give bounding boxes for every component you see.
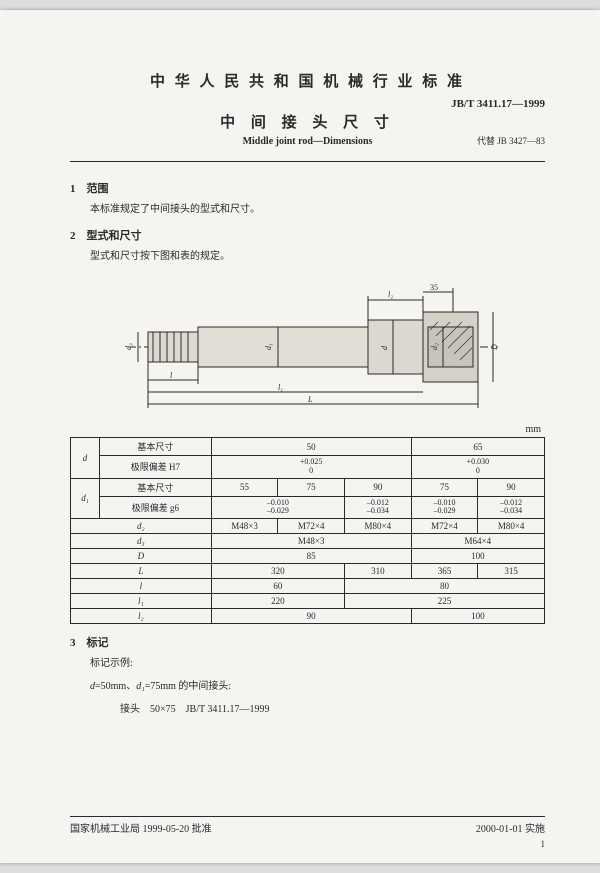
row-l1-symbol: l₁ [71, 594, 212, 609]
l1-v2: 225 [345, 594, 545, 609]
marking-section: 3 标记 标记示例: d=50mm、d₁=75mm 的中间接头: 接头 50×7… [70, 634, 545, 717]
d2-v4: M72×4 [411, 519, 478, 534]
org-title: 中 华 人 民 共 和 国 机 械 行 业 标 准 [70, 70, 545, 91]
D-v2: 100 [411, 549, 544, 564]
l2-v2: 100 [411, 609, 544, 624]
rod-diagram: l₂ 35 d₃ d₁ d d₂ D l l₁ L [98, 282, 518, 412]
page-number: 1 [541, 839, 546, 849]
english-title: Middle joint rod—Dimensions [70, 136, 545, 147]
l1-v1: 220 [211, 594, 344, 609]
d3-v1: M48×3 [211, 534, 411, 549]
l2-v1: 90 [211, 609, 411, 624]
marking-line-2: 接头 50×75 JB/T 3411.17—1999 [120, 702, 545, 717]
d-basic-50: 50 [211, 438, 411, 456]
d1-tol-3: –0.010–0.029 [411, 496, 478, 519]
section-2-head: 2 型式和尺寸 [70, 227, 545, 243]
unit-label: mm [70, 424, 545, 435]
dim-35-label: 35 [430, 283, 438, 292]
d2-v3: M80×4 [345, 519, 412, 534]
standard-page: 中 华 人 民 共 和 国 机 械 行 业 标 准 JB/T 3411.17—1… [0, 10, 600, 863]
d2-v5: M80×4 [478, 519, 545, 534]
marking-example-label: 标记示例: [90, 656, 545, 671]
d1-b-55: 55 [211, 478, 278, 496]
row-l-symbol: l [71, 579, 212, 594]
dim-l-label: l [170, 371, 173, 380]
d-basic-65: 65 [411, 438, 544, 456]
d-tol-65: +0.0300 [411, 456, 544, 479]
d1-tol-1: –0.010–0.029 [211, 496, 344, 519]
section-1-head: 1 范围 [70, 180, 545, 196]
dim-Dcap-label: D [490, 344, 499, 351]
label-tol-h7: 极限偏差 H7 [100, 456, 212, 479]
row-l2-symbol: l₂ [71, 609, 212, 624]
D-v1: 85 [211, 549, 411, 564]
d3-v2: M64×4 [411, 534, 544, 549]
L-v1: 320 [211, 564, 344, 579]
replaces-label: 代替 JB 3427—83 [477, 134, 545, 147]
dim-d2-label: d₂ [430, 343, 439, 350]
L-v4: 315 [478, 564, 545, 579]
l-v1: 60 [211, 579, 344, 594]
standard-code: JB/T 3411.17—1999 [451, 98, 545, 110]
d1-tol-4: –0.012–0.034 [478, 496, 545, 519]
d1-b-90b: 90 [478, 478, 545, 496]
section-2-body: 型式和尺寸按下图和表的规定。 [90, 249, 545, 264]
dimensions-table: d 基本尺寸 50 65 极限偏差 H7 +0.0250 +0.0300 d₁ … [70, 437, 545, 624]
dim-l2-label: l₂ [388, 290, 393, 299]
d1-tol-2: –0.012–0.034 [345, 496, 412, 519]
L-v3: 365 [411, 564, 478, 579]
section-3-head: 3 标记 [70, 634, 545, 650]
dim-l1-label: l₁ [278, 383, 283, 392]
dim-d3-label: d₃ [124, 343, 133, 350]
d1-b-75a: 75 [278, 478, 345, 496]
footer-approved: 国家机械工业局 1999-05-20 批准 [70, 820, 212, 835]
row-d-symbol: d [71, 438, 100, 479]
L-v2: 310 [345, 564, 412, 579]
row-d2-symbol: d₂ [71, 519, 212, 534]
label-basic-d: 基本尺寸 [100, 438, 212, 456]
row-d1-symbol: d₁ [71, 478, 100, 519]
d1-b-90a: 90 [345, 478, 412, 496]
d2-v1: M48×3 [211, 519, 278, 534]
label-tol-g6: 极限偏差 g6 [100, 496, 212, 519]
dim-L-label: L [307, 395, 313, 404]
chinese-title: 中 间 接 头 尺 寸 [70, 111, 545, 132]
d1-b-75b: 75 [411, 478, 478, 496]
marking-line-1: d=50mm、d₁=75mm 的中间接头: [90, 679, 545, 694]
row-L-symbol: L [71, 564, 212, 579]
d-tol-50: +0.0250 [211, 456, 411, 479]
row-D-symbol: D [71, 549, 212, 564]
section-1-body: 本标准规定了中间接头的型式和尺寸。 [90, 202, 545, 217]
dim-d1-label: d₁ [264, 343, 273, 350]
footer-effective: 2000-01-01 实施 [476, 820, 545, 835]
l-v2: 80 [345, 579, 545, 594]
row-d3-symbol: d₃ [71, 534, 212, 549]
d2-v2: M72×4 [278, 519, 345, 534]
label-basic-d1: 基本尺寸 [100, 478, 212, 496]
page-footer: 国家机械工业局 1999-05-20 批准 2000-01-01 实施 [70, 816, 545, 835]
header-rule [70, 161, 545, 162]
